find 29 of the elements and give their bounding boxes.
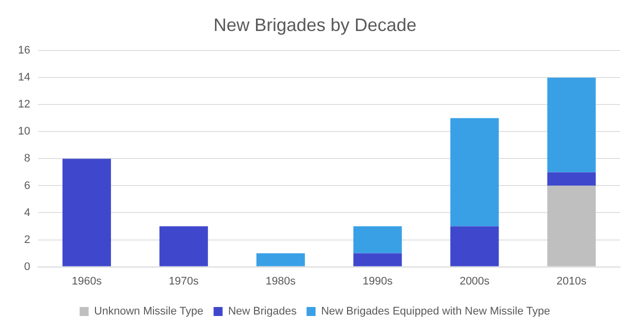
bar [353,226,402,254]
x-tick-label: 2000s [460,275,490,288]
x-tick-label: 1960s [72,275,102,288]
bar [62,158,111,266]
chart-title: New Brigades by Decade [213,14,417,35]
bar [256,253,305,266]
y-tick-label: 12 [18,98,30,111]
bar [547,186,596,266]
bar [159,226,208,266]
legend-label: Unknown Missile Type [94,306,204,318]
y-tick-label: 2 [24,234,30,246]
y-tick-label: 10 [18,126,30,138]
x-tick-label: 2010s [556,275,587,288]
legend-label: New Brigades [228,306,298,318]
bar [353,253,402,266]
y-tick-label: 8 [24,152,30,165]
x-tick-label: 1980s [266,275,296,288]
y-tick-label: 16 [18,44,30,57]
x-tick-label: 1990s [362,275,394,288]
y-tick-label: 6 [24,180,30,192]
bar [450,226,499,266]
bar [450,118,499,226]
bar [547,78,596,172]
bar [547,172,596,186]
x-tick-label: 1970s [168,275,200,288]
y-tick-label: 14 [18,72,30,84]
y-tick-label: 4 [24,206,30,219]
legend-label: New Brigades Equipped with New Missile Type [321,306,550,318]
y-tick-label: 0 [24,260,30,273]
